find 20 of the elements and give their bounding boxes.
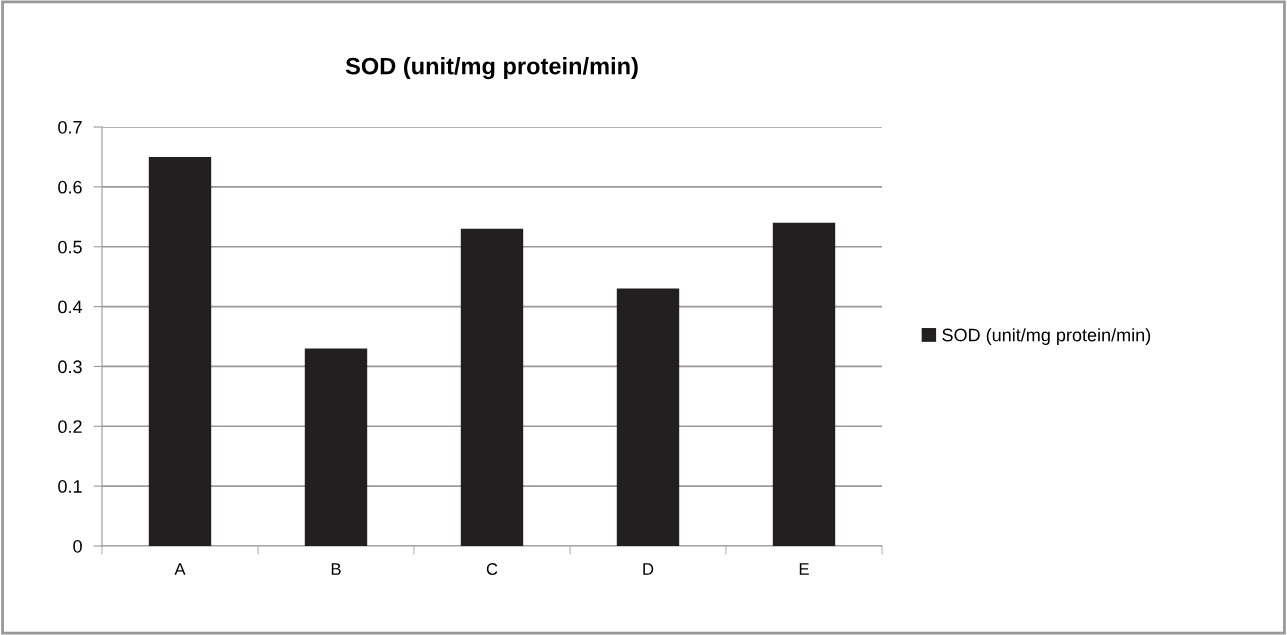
- x-tick-label: C: [486, 563, 498, 575]
- chart-title: SOD (unit/mg protein/min): [345, 57, 638, 80]
- bar: [616, 288, 680, 546]
- bar: [772, 222, 836, 546]
- y-tick-label: 0.6: [58, 180, 82, 194]
- x-tick-label: D: [643, 563, 654, 575]
- legend-label: SOD (unit/mg protein/min): [942, 328, 1151, 345]
- y-tick-label: 0.2: [58, 420, 82, 434]
- bar: [460, 228, 524, 546]
- y-tick-label: 0.7: [58, 120, 82, 134]
- y-tick-label: 0.4: [58, 300, 83, 314]
- bar: [304, 348, 368, 546]
- y-tick-label: 0.5: [58, 240, 82, 254]
- bar: [148, 156, 212, 546]
- x-tick-label: A: [174, 563, 186, 575]
- y-tick-label: 0.1: [58, 480, 82, 493]
- x-tick-label: B: [331, 563, 341, 575]
- x-tick-label: E: [799, 563, 809, 575]
- y-tick-label: 0.3: [58, 360, 82, 374]
- y-tick-label: 0: [73, 539, 82, 553]
